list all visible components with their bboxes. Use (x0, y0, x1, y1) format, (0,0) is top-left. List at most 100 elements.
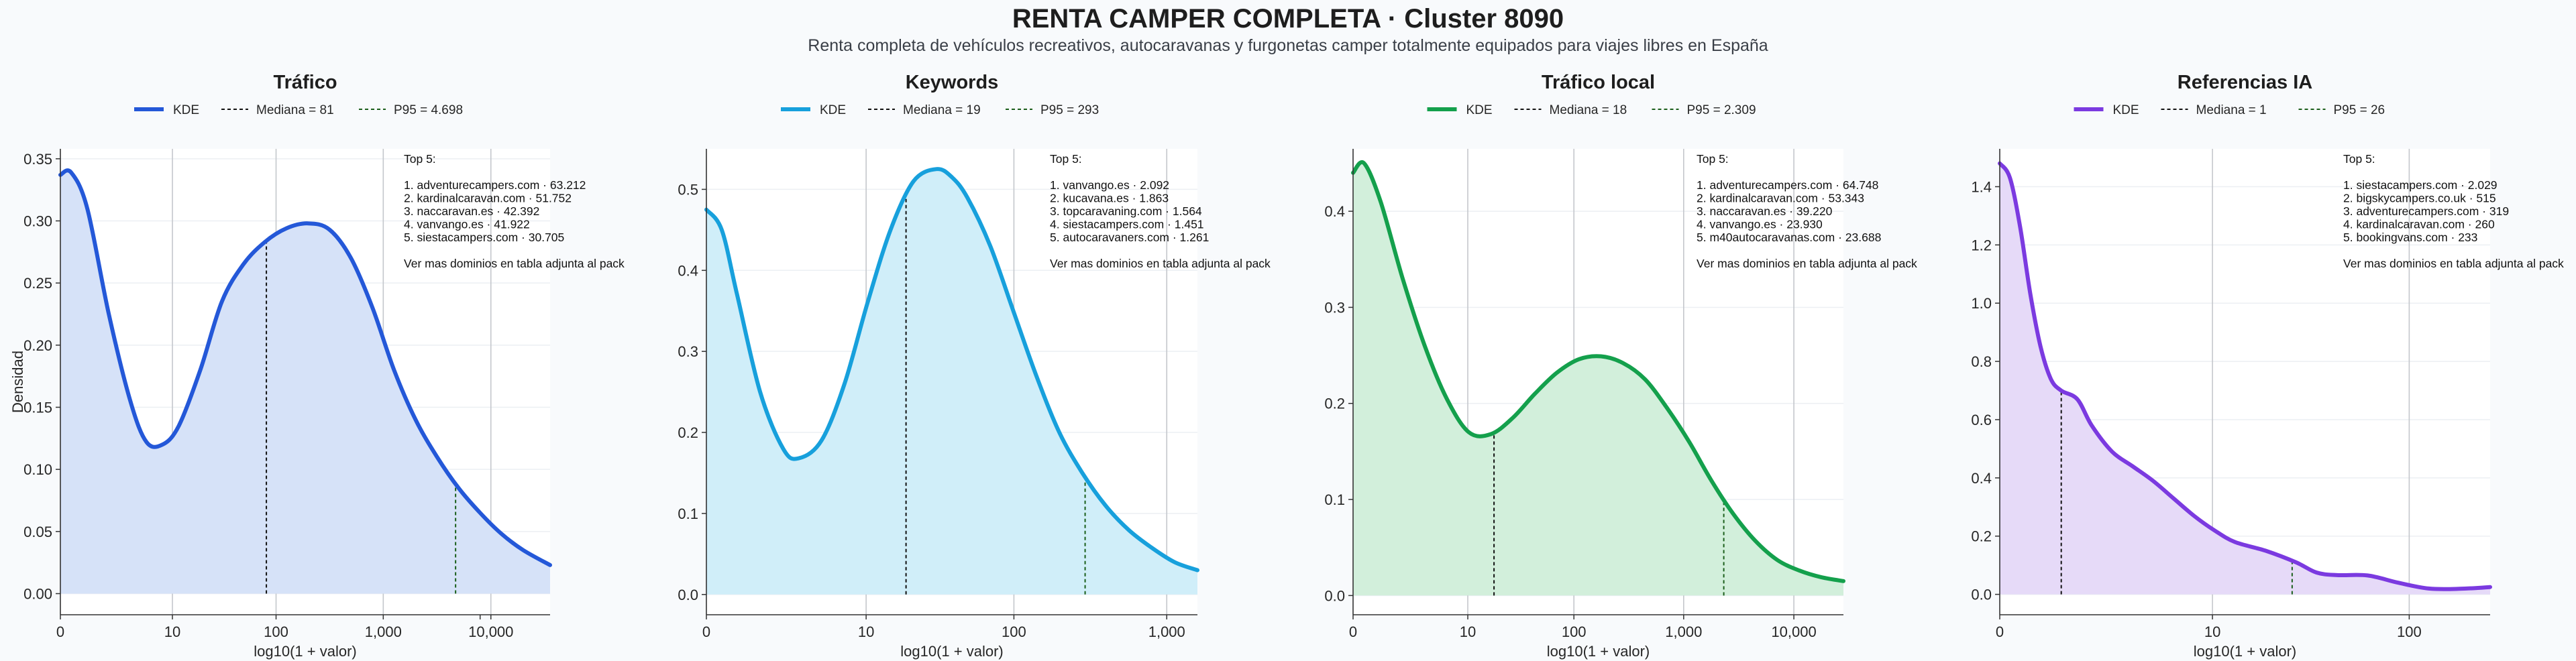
legend-p95-label: P95 = 2.309 (1687, 103, 1756, 117)
top5-item: 4. vanvango.es · 23.930 (1697, 218, 1823, 231)
page-title: RENTA CAMPER COMPLETA · Cluster 8090 (1012, 4, 1564, 34)
y-tick-label: 0.2 (1971, 528, 1992, 545)
top5-title: Top 5: (1050, 152, 1082, 166)
kde-area (706, 169, 1197, 595)
x-axis-label: log10(1 + valor) (900, 643, 1003, 660)
legend-p95-label: P95 = 293 (1040, 103, 1099, 117)
top5-item: 4. kardinalcaravan.com · 260 (2343, 218, 2495, 231)
y-tick-label: 0.4 (678, 262, 698, 279)
y-tick-label: 0.4 (1324, 203, 1345, 220)
x-axis-label: log10(1 + valor) (254, 643, 356, 660)
top5-item: 2. kardinalcaravan.com · 53.343 (1697, 192, 1864, 205)
y-tick-label: 0.3 (678, 343, 698, 360)
y-tick-label: 0.10 (23, 461, 52, 478)
y-tick-label: 0.4 (1971, 470, 1992, 487)
x-tick-label: 1,000 (1665, 623, 1702, 640)
y-tick-label: 0.30 (23, 213, 52, 229)
chart-panel-1: 0.00 0.05 0.10 0.15 0.20 0.25 0.30 0.35 0 10 100 1,… (9, 72, 625, 660)
y-tick-label: 0.8 (1971, 353, 1992, 370)
kde-area (1353, 162, 1843, 596)
chart-panel-2: 0.0 0.1 0.2 0.3 0.4 0.5 0 10 100 1,000 log10(1 + v… (678, 72, 1271, 660)
top5-item: 5. siestacampers.com · 30.705 (404, 231, 564, 244)
legend-median-label: Mediana = 19 (903, 103, 981, 117)
page-subtitle: Renta completa de vehículos recreativos,… (808, 36, 1768, 55)
top5-item: 3. naccaravan.es · 42.392 (404, 204, 539, 218)
y-tick-label: 0.20 (23, 337, 52, 354)
kde-area (2000, 163, 2490, 595)
legend-p95-label: P95 = 26 (2334, 103, 2385, 117)
y-tick-label: 0.25 (23, 275, 52, 292)
top5-item: 3. adventurecampers.com · 319 (2343, 204, 2509, 218)
top5-item: 5. autocaravaners.com · 1.261 (1050, 231, 1209, 244)
top5-footer-note: Ver mas dominios en tabla adjunta al pac… (2343, 257, 2564, 270)
y-tick-label: 0.05 (23, 524, 52, 540)
top5-footer-note: Ver mas dominios en tabla adjunta al pac… (1697, 257, 1917, 270)
top5-title: Top 5: (404, 152, 436, 166)
x-tick-label: 10 (164, 623, 180, 640)
y-tick-label: 0.3 (1324, 299, 1345, 316)
top5-item: 2. bigskycampers.co.uk · 515 (2343, 192, 2496, 205)
top5-item: 1. adventurecampers.com · 64.748 (1697, 178, 1878, 192)
x-tick-label: 0 (1349, 623, 1357, 640)
legend-kde-label: KDE (2113, 103, 2139, 117)
chart-title: Referencias IA (2178, 72, 2313, 93)
y-tick-label: 0.6 (1971, 412, 1992, 428)
legend-kde-label: KDE (820, 103, 846, 117)
top5-item: 1. siestacampers.com · 2.029 (2343, 178, 2498, 192)
x-tick-label: 10 (1460, 623, 1476, 640)
y-tick-label: 0.0 (1324, 587, 1345, 604)
top5-item: 5. bookingvans.com · 233 (2343, 231, 2477, 244)
top5-item: 2. kucavana.es · 1.863 (1050, 192, 1169, 205)
top5-footer-note: Ver mas dominios en tabla adjunta al pac… (404, 257, 625, 270)
x-axis-label: log10(1 + valor) (2194, 643, 2296, 660)
y-tick-label: 0.5 (678, 181, 698, 198)
x-tick-label: 10,000 (1771, 623, 1816, 640)
top5-item: 2. kardinalcaravan.com · 51.752 (404, 192, 572, 205)
x-tick-label: 0 (702, 623, 710, 640)
kde-area (60, 170, 550, 594)
top5-item: 3. naccaravan.es · 39.220 (1697, 204, 1833, 218)
y-tick-label: 0.0 (1971, 587, 1992, 603)
kde-line (704, 167, 1199, 573)
x-tick-label: 100 (2397, 623, 2422, 640)
chart-panel-3: 0.0 0.1 0.2 0.3 0.4 0 10 100 1,000 10,000 log10(1 … (1324, 72, 1917, 660)
legend-median-label: Mediana = 1 (2196, 103, 2267, 117)
x-tick-label: 1,000 (365, 623, 402, 640)
y-tick-label: 0.2 (678, 424, 698, 441)
top5-item: 4. vanvango.es · 41.922 (404, 218, 530, 231)
legend-median-label: Mediana = 81 (256, 103, 334, 117)
legend-median-label: Mediana = 18 (1550, 103, 1627, 117)
kde-line (1998, 161, 2492, 591)
y-tick-label: 0.2 (1324, 396, 1345, 412)
x-tick-label: 10 (2204, 623, 2220, 640)
legend-p95-label: P95 = 4.698 (394, 103, 463, 117)
chart-title: Tráfico local (1542, 72, 1655, 93)
kde-line (1351, 160, 1845, 583)
x-tick-label: 100 (1562, 623, 1587, 640)
y-tick-label: 1.2 (1971, 237, 1992, 253)
x-tick-label: 0 (1996, 623, 2004, 640)
top5-item: 3. topcaravaning.com · 1.564 (1050, 204, 1202, 218)
top5-item: 5. m40autocaravanas.com · 23.688 (1697, 231, 1881, 244)
legend-kde-label: KDE (173, 103, 199, 117)
x-tick-label: 1,000 (1148, 623, 1185, 640)
top5-item: 1. vanvango.es · 2.092 (1050, 178, 1169, 192)
x-tick-label: 100 (264, 623, 288, 640)
top5-footer-note: Ver mas dominios en tabla adjunta al pac… (1050, 257, 1271, 270)
chart-title: Keywords (906, 72, 999, 93)
y-tick-label: 0.00 (23, 585, 52, 602)
top5-title: Top 5: (2343, 152, 2375, 166)
y-tick-label: 0.1 (1324, 491, 1345, 508)
x-tick-label: 10 (858, 623, 874, 640)
x-axis-label: log10(1 + valor) (1547, 643, 1650, 660)
chart-panel-4: 0.0 0.2 0.4 0.6 0.8 1.0 1.2 1.4 0 10 100 log10(1 + … (1971, 72, 2564, 660)
y-tick-label: 0.0 (678, 587, 698, 603)
y-tick-label: 0.1 (678, 505, 698, 522)
top5-item: 4. siestacampers.com · 1.451 (1050, 218, 1204, 231)
legend-kde-label: KDE (1466, 103, 1493, 117)
y-tick-label: 1.4 (1971, 178, 1992, 195)
x-tick-label: 0 (56, 623, 64, 640)
chart-title: Tráfico (273, 72, 337, 93)
top5-title: Top 5: (1697, 152, 1729, 166)
